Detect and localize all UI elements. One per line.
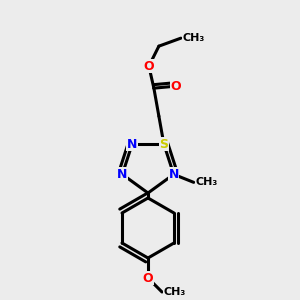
Text: CH₃: CH₃ <box>183 33 205 43</box>
Text: CH₃: CH₃ <box>196 177 218 187</box>
Text: N: N <box>169 168 179 181</box>
Text: O: O <box>143 272 153 284</box>
Text: O: O <box>171 80 181 93</box>
Text: N: N <box>127 138 137 151</box>
Text: CH₃: CH₃ <box>164 287 186 297</box>
Text: N: N <box>117 168 128 181</box>
Text: S: S <box>159 138 168 151</box>
Text: O: O <box>144 60 154 73</box>
